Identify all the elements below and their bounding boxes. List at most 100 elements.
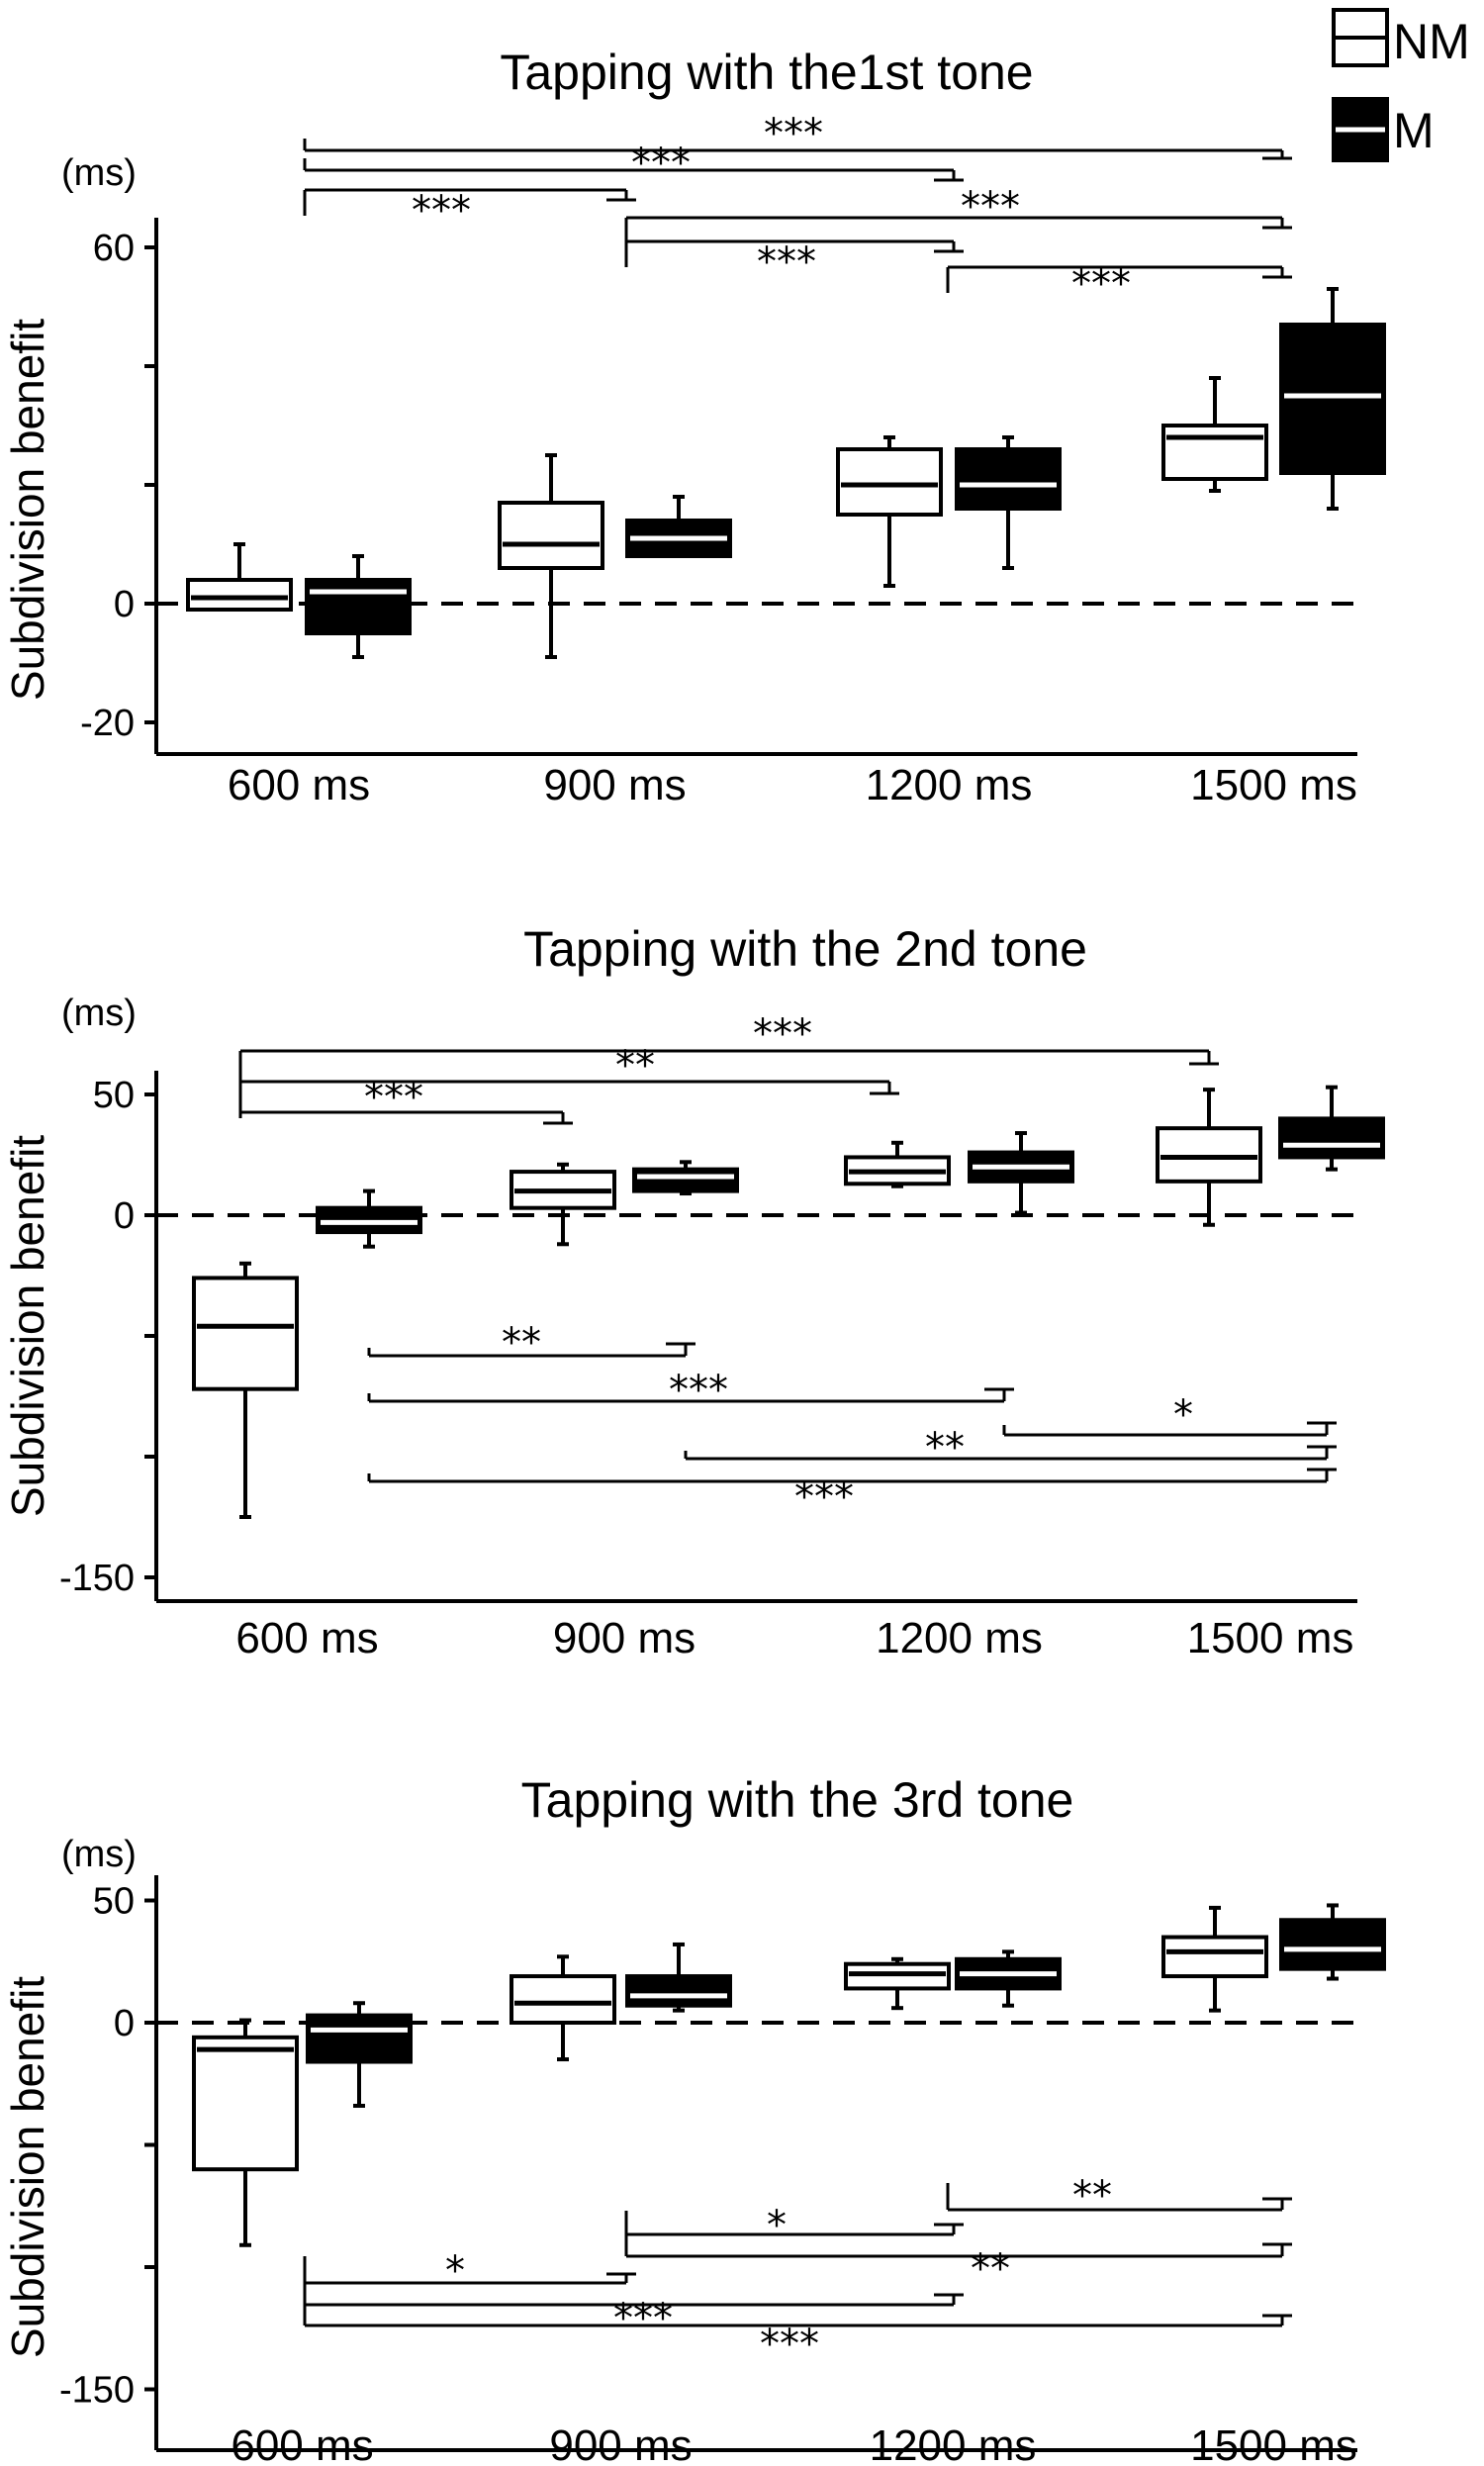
panel-3-ytick-label: 0 bbox=[114, 2003, 135, 2044]
panel-1-sig-bracket: *** bbox=[303, 188, 636, 234]
panel-1-sig-bracket: *** bbox=[303, 141, 964, 186]
panel-3-significance: ************ bbox=[303, 2173, 1292, 2367]
panel-2-ytick-label: 50 bbox=[93, 1075, 135, 1116]
panel-3-box-nm bbox=[192, 2018, 299, 2247]
panel-3-box-m bbox=[625, 1942, 732, 2013]
panel-1-sig-bracket: *** bbox=[624, 239, 964, 285]
box-iqr bbox=[1279, 323, 1386, 475]
panel-2-ytick-label: -150 bbox=[59, 1558, 135, 1599]
panel-3-category-label: 900 ms bbox=[549, 2421, 692, 2466]
box-iqr bbox=[192, 1276, 299, 1391]
panel-1-sig-bracket: *** bbox=[303, 111, 1292, 160]
panel-1-box-m bbox=[955, 435, 1062, 570]
box-iqr bbox=[510, 1974, 616, 2025]
panel-2-box-nm bbox=[844, 1140, 951, 1188]
significance-label: ** bbox=[615, 1043, 655, 1089]
box-iqr bbox=[306, 2013, 413, 2064]
panel-1: Tapping with the1st tone (ms) Subdivisio… bbox=[2, 45, 1386, 809]
box-iqr bbox=[305, 578, 412, 635]
significance-label: *** bbox=[760, 2322, 819, 2367]
panel-2-box-nm bbox=[510, 1162, 616, 1247]
panel-3-unit: (ms) bbox=[61, 1834, 137, 1875]
panel-1-box-m bbox=[1279, 287, 1386, 511]
box-iqr bbox=[632, 1167, 739, 1193]
panel-1-sig-bracket: *** bbox=[946, 261, 1292, 307]
box-iqr bbox=[186, 578, 293, 612]
panel-2-sig-bracket: * bbox=[1002, 1392, 1337, 1438]
significance-label: *** bbox=[631, 141, 691, 186]
panel-1-title: Tapping with the1st tone bbox=[500, 45, 1033, 100]
panel-2-ylabel: Subdivision benefit bbox=[2, 1135, 53, 1517]
box-iqr bbox=[1279, 1918, 1386, 1971]
panel-2-significance: ******************* bbox=[238, 1011, 1337, 1520]
panel-1-box-nm bbox=[498, 453, 604, 659]
panel-2-box-nm bbox=[192, 1261, 299, 1519]
panel-1-box-m bbox=[625, 495, 732, 558]
panel-1-category-label: 1200 ms bbox=[866, 761, 1033, 809]
panel-1-axes: 60 0 -20 600 ms 900 ms 1200 ms 1500 ms bbox=[80, 218, 1357, 809]
panel-1-ytick-label: -20 bbox=[80, 703, 135, 744]
box-iqr bbox=[625, 1974, 732, 2008]
panel-3-box-m bbox=[306, 2001, 413, 2108]
panel-2-sig-bracket: *** bbox=[367, 1468, 1337, 1520]
panel-3-sig-bracket: * bbox=[624, 2203, 964, 2248]
panel-1-box-nm bbox=[186, 542, 293, 612]
legend-swatches bbox=[1332, 8, 1389, 162]
significance-label: * bbox=[445, 2248, 465, 2294]
panel-1-unit: (ms) bbox=[61, 152, 137, 194]
panel-2-sig-bracket: *** bbox=[367, 1368, 1014, 1413]
legend-nm-label: NM bbox=[1393, 14, 1470, 69]
panel-1-ylabel: Subdivision benefit bbox=[2, 319, 53, 701]
panel-2-unit: (ms) bbox=[61, 993, 137, 1034]
panel-2: Tapping with the 2nd tone (ms) Subdivisi… bbox=[2, 921, 1385, 1662]
panel-3-box-m bbox=[955, 1949, 1062, 2008]
panel-3-sig-bracket: *** bbox=[303, 2256, 964, 2341]
significance-label: *** bbox=[669, 1368, 728, 1413]
panel-1-category-label: 900 ms bbox=[543, 761, 686, 809]
panel-1-box-nm bbox=[1161, 376, 1268, 493]
panel-3-ylabel: Subdivision benefit bbox=[2, 1976, 53, 2358]
panel-1-category-label: 600 ms bbox=[228, 761, 370, 809]
panel-3-sig-bracket: *** bbox=[303, 2256, 1292, 2367]
panel-2-box-m bbox=[968, 1131, 1074, 1215]
panel-1-boxes bbox=[186, 287, 1386, 659]
panel-3-ytick-label: 50 bbox=[93, 1881, 135, 1923]
panel-1-category-label: 1500 ms bbox=[1190, 761, 1357, 809]
significance-label: * bbox=[1173, 1392, 1193, 1438]
panel-2-sig-bracket: *** bbox=[238, 1075, 573, 1125]
panel-2-title: Tapping with the 2nd tone bbox=[523, 921, 1087, 977]
panel-3-sig-bracket: ** bbox=[946, 2173, 1292, 2219]
panel-1-box-m bbox=[305, 554, 412, 659]
panel-2-ytick-label: 0 bbox=[114, 1195, 135, 1237]
legend-m-label: M bbox=[1393, 103, 1435, 158]
panel-1-box-nm bbox=[836, 435, 943, 588]
box-iqr bbox=[1161, 424, 1268, 481]
significance-label: ** bbox=[925, 1425, 965, 1470]
panel-3-box-m bbox=[1279, 1903, 1386, 1981]
panel-2-category-label: 1500 ms bbox=[1187, 1614, 1354, 1662]
significance-label: *** bbox=[757, 239, 816, 285]
panel-2-box-m bbox=[632, 1160, 739, 1196]
panel-2-box-m bbox=[316, 1188, 422, 1249]
panel-1-significance: *** *** *** *** *** *** bbox=[303, 111, 1292, 307]
panel-1-sig-bracket: *** bbox=[624, 184, 1292, 267]
panel-3-axes: 50 0 -150 600 ms 900 ms 1200 ms 1500 ms bbox=[59, 1875, 1357, 2466]
panel-3-box-nm bbox=[1161, 1905, 1268, 2013]
significance-label: *** bbox=[794, 1474, 854, 1520]
box-iqr bbox=[1161, 1935, 1268, 1979]
panel-3-sig-bracket: ** bbox=[624, 2211, 1292, 2292]
panel-3-sig-bracket: * bbox=[303, 2248, 636, 2294]
panel-1-ytick-label: 60 bbox=[93, 228, 135, 269]
significance-label: ** bbox=[1072, 2173, 1112, 2219]
panel-3-ytick-label: -150 bbox=[59, 2370, 135, 2412]
panel-2-boxes bbox=[192, 1085, 1385, 1519]
box-iqr bbox=[955, 447, 1062, 511]
box-iqr bbox=[836, 447, 943, 517]
panel-2-category-label: 600 ms bbox=[235, 1614, 378, 1662]
panel-2-sig-bracket: ** bbox=[684, 1425, 1337, 1470]
panel-3-box-nm bbox=[510, 1954, 616, 2062]
panel-2-category-label: 1200 ms bbox=[876, 1614, 1043, 1662]
panel-3-category-label: 600 ms bbox=[231, 2421, 373, 2466]
panel-3-boxes bbox=[192, 1903, 1386, 2247]
significance-label: * bbox=[767, 2203, 787, 2248]
